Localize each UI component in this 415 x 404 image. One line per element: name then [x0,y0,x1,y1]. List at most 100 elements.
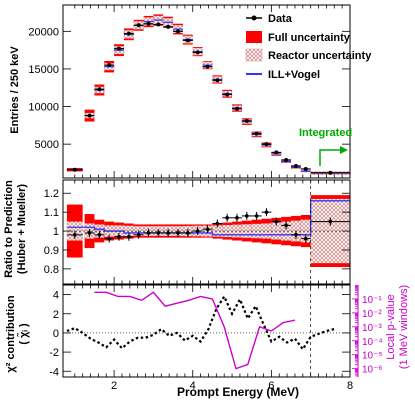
ratio-y-axis-title: Ratio to Prediction(Huber + Mueller) [3,180,28,278]
ratio-data-point [195,229,200,233]
spectrum-data-point [185,38,190,43]
ratio-data-point [166,231,170,235]
legend-data-label: Data [268,13,293,25]
ratio-data-point [205,227,210,231]
ratio-y-axis-title-line1: Ratio to Prediction [3,180,15,278]
chi2-y-tick-label: -2 [49,347,59,359]
right-axis-tick-label: 10⁻⁵ [362,351,383,362]
right-axis-tick-label: 10⁻¹ [362,295,382,306]
spectrum-y-tick-label: 5000 [35,139,59,151]
integrated-label: Integrated [299,127,352,139]
integrated-annotation: Integrated [299,127,352,166]
ratio-data-point [127,234,131,239]
ratio-data-point [176,231,180,235]
spectrum-data-point [264,142,269,147]
x-axis-title: Prompt Energy (MeV) [177,385,299,399]
spectrum-data-point [205,64,210,69]
spectrum-data-point [146,21,151,26]
spectrum-panel: 5000 10000 15000 20000 [28,4,351,179]
right-axis-title-line1: Local p-value [385,294,397,359]
spectrum-data-point [195,50,200,55]
ratio-reactor-uncertainty-box [300,219,311,243]
ratio-data-point [274,219,279,224]
ratio-data-point [303,236,308,241]
spectrum-y-tick-label: 20000 [28,26,59,38]
right-axis-tick-label: 10⁻² [362,309,382,320]
right-axis-tick-label: 10⁻³ [362,323,382,334]
ratio-data-point [294,233,298,237]
chi2-panel: -4 -2 0 2 4 10⁻¹ 10⁻² 10⁻³ 10⁻⁴ 10⁻⁵ 10⁻⁶ 2 4 6 8 [49,284,383,392]
spectrum-data-point [72,167,77,172]
spectrum-data-point [303,166,308,171]
legend-data-dot [251,15,257,21]
ratio-reactor-uncertainty-box [241,224,252,238]
spectrum-data-point [156,22,161,27]
spectrum-data-point [293,163,298,168]
ratio-y-tick-label: 1 [53,226,59,238]
spectrum-data-point [254,131,259,136]
ratio-y-tick-label: 0.9 [44,245,59,257]
ratio-reactor-uncertainty-box [212,225,223,237]
ratio-data-point [97,233,102,237]
x-tick-label: 2 [111,380,117,392]
legend-reactor-uncertainty-label: Reactor uncertainty [268,50,372,62]
chi2-y-axis-title-line2: ( χ̃ᵢ ) [17,323,30,345]
spectrum-data-point [244,118,249,123]
ratio-data-point [264,210,269,214]
spectrum-data-point [328,170,333,175]
right-axis-title: Local p-value(1 MeV windows) [385,285,410,369]
spectrum-data-point [107,63,112,68]
ratio-data-point [186,231,190,235]
ratio-data-point [215,221,220,226]
spectrum-y-axis-title: Entries / 250 keV [9,46,21,134]
ratio-data-point [284,223,288,228]
spectrum-data-point [136,23,141,28]
legend-reactor-uncertainty-swatch [245,48,263,62]
spectrum-data-point [117,46,122,51]
ratio-frame [62,179,351,285]
ratio-data-point [328,219,333,224]
spectrum-data-point [215,78,220,83]
ratio-data-point [225,216,229,220]
spectrum-data-point [175,29,180,34]
ratio-data-point [146,231,151,235]
ratio-data-point [72,233,77,237]
ratio-panel: 0.8 0.9 1 1.1 1.2 [44,179,351,285]
ratio-data-point [107,236,111,241]
x-tick-label: 6 [268,380,274,392]
ratio-reactor-uncertainty-box [261,223,272,239]
ratio-data-point [156,231,161,235]
chi2-y-axis-title: χ² contribution( χ̃ᵢ ) [5,295,30,372]
ratio-y-tick-label: 1.2 [44,188,59,200]
chi2-frame [62,284,351,378]
x-tick-label: 4 [190,380,196,392]
spectrum-y-tick-label: 10000 [28,102,59,114]
chi2-y-tick-label: 0 [53,328,59,340]
spectrum-frame [62,4,351,179]
ratio-y-axis-title-line2: (Huber + Mueller) [16,184,28,274]
chi2-y-axis-title-line1: χ² contribution [5,295,17,372]
ratio-y-tick-label: 0.8 [44,264,59,276]
legend: Data Full uncertainty Reactor uncertaint… [245,13,372,81]
integrated-arrowhead [340,146,348,154]
ratio-data-point [87,231,92,235]
ratio-data-point [254,214,259,218]
spectrum-data-point [87,113,92,118]
chi2-line [66,294,335,352]
ratio-data-point [136,233,141,237]
ratio-data-point [235,216,239,220]
ratio-data-point [244,214,249,218]
spectrum-data-point [225,92,230,97]
legend-full-uncertainty-label: Full uncertainty [268,32,351,44]
x-tick-label: 8 [347,380,353,392]
spectrum-data-point [234,106,239,111]
ratio-y-tick-label: 1.1 [44,207,59,219]
right-axis-title-line2: (1 MeV windows) [398,285,410,369]
right-axis-tick-label: 10⁻⁴ [362,337,383,348]
chi2-y-tick-label: -4 [49,366,59,378]
spectrum-data-point [166,24,171,29]
legend-full-uncertainty-swatch [246,31,262,43]
spectrum-data-point [284,157,289,162]
spectrum-data-point [126,31,131,36]
